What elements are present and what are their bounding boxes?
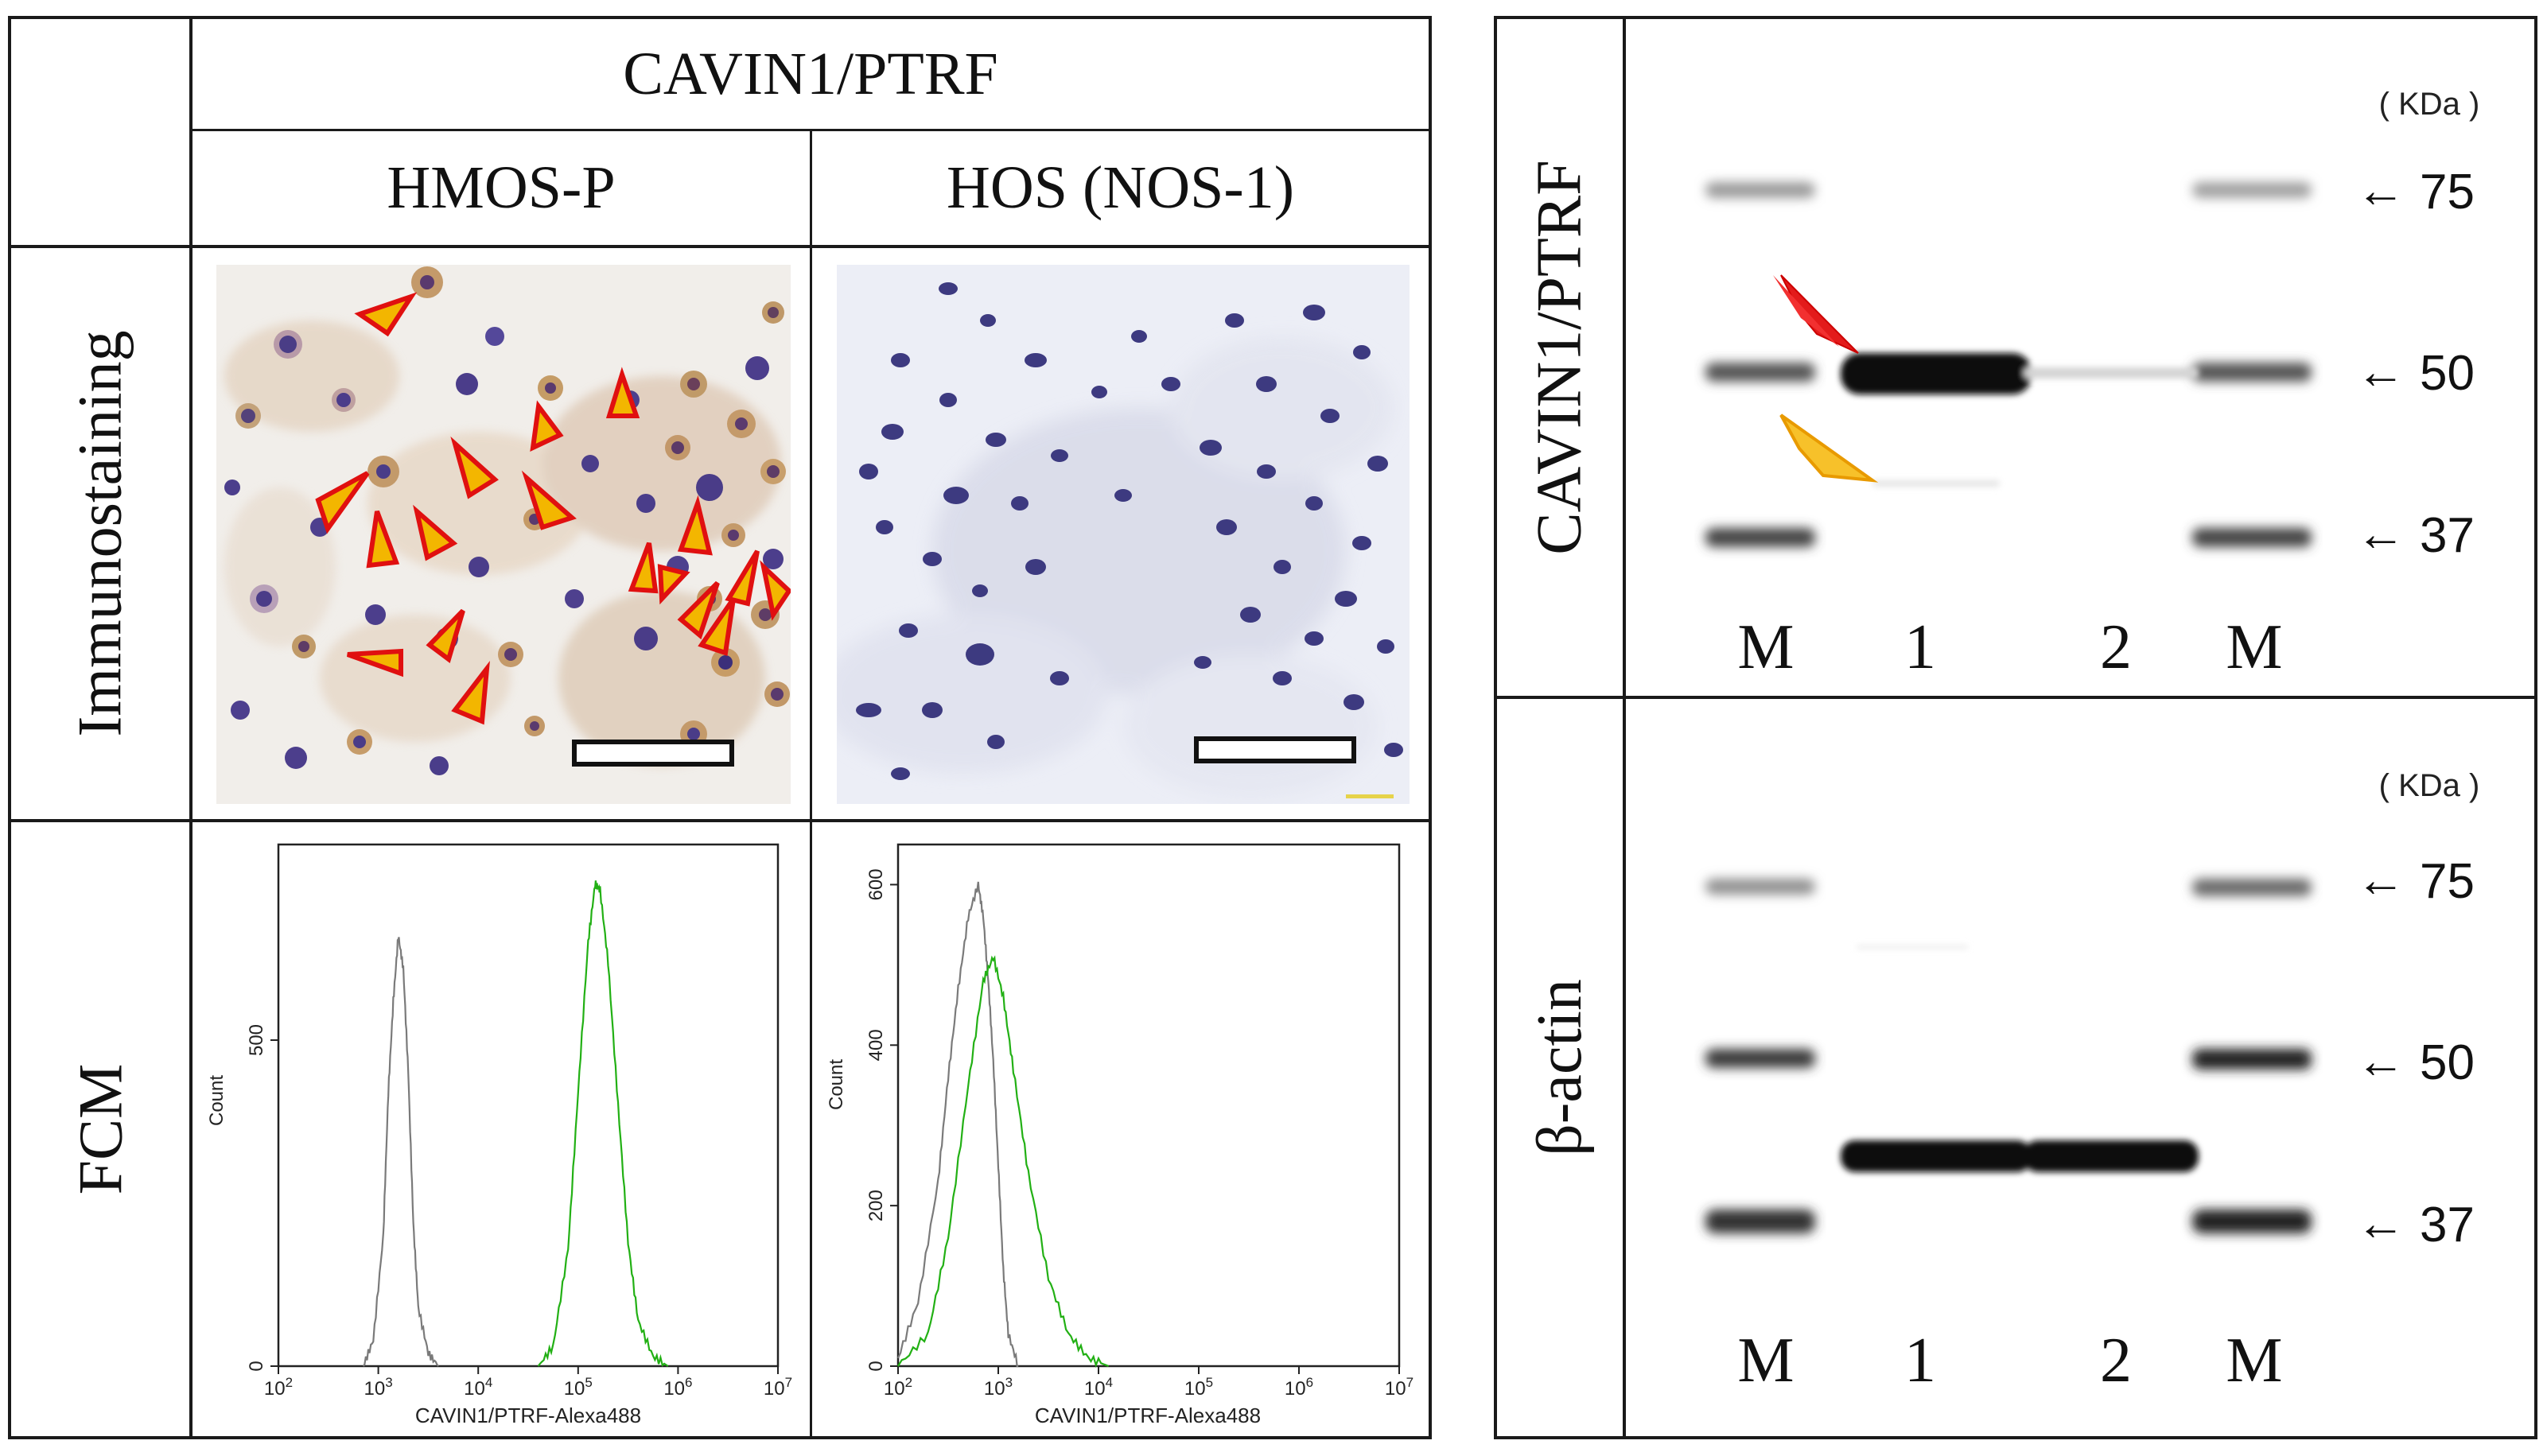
y-axis-label: Count (206, 1075, 227, 1126)
hmos-p-immunostaining-image (216, 265, 791, 804)
plot-frame (277, 843, 780, 1368)
fcm-histogram-hos: 102 103 104 105 106 107 0 200 400 600 Count CAVIN… (826, 843, 1413, 1427)
column-group-title: CAVIN1/PTRF (623, 40, 998, 107)
x-tick-label: 103 (984, 1375, 1013, 1400)
x-tick-label: 104 (1084, 1375, 1113, 1400)
row-label-immunostaining: Immunostaining (65, 330, 134, 737)
lane-m-right: M (2226, 1326, 2282, 1396)
cavin1-band-lane-1 (1841, 353, 2032, 394)
column-header-hos: HOS (NOS-1) (947, 154, 1294, 221)
y-tick-label: 400 (865, 1029, 887, 1061)
marker-37: 37 (2420, 1198, 2475, 1252)
marker-50: 50 (2420, 1035, 2475, 1090)
control-histogram (362, 937, 439, 1367)
marker-75: 75 (2420, 165, 2475, 219)
column-header-hmos-p: HMOS-P (387, 154, 616, 221)
lane-m-right: M (2226, 612, 2282, 682)
marker-bands-lane-4 (2192, 182, 2312, 547)
x-tick-label: 107 (1385, 1375, 1413, 1400)
positive-cell-arrowheads (315, 292, 791, 725)
marker-labels: ← 75 ← 50 ← 37 (2356, 852, 2475, 1252)
scale-bar (1194, 736, 1356, 763)
y-tick-label: 0 (246, 1361, 267, 1371)
beta-actin-band-lane-1 (1841, 1140, 2032, 1172)
lane-2: 2 (2100, 1326, 2132, 1396)
red-arrowhead (1780, 274, 1859, 354)
lane-m-left: M (1737, 612, 1794, 682)
marker-75: 75 (2420, 854, 2475, 909)
row-label-fcm: FCM (64, 1063, 134, 1195)
cavin1-histogram (537, 880, 669, 1367)
lane-labels: M 1 2 M (1737, 612, 2282, 682)
fcm-histogram-hmos-p: 102 103 104 105 106 107 0 500 Count CAVIN1/PTRF… (206, 843, 792, 1427)
lane-1: 1 (1904, 612, 1936, 682)
hematoxylin-nuclei (856, 282, 1403, 780)
lane-m-left: M (1737, 1326, 1794, 1396)
beta-actin-band-lane-2 (2024, 1140, 2199, 1172)
y-axis-label: Count (826, 1059, 847, 1110)
y-tick-label: 600 (865, 868, 887, 900)
svg-text:←: ← (2356, 1034, 2405, 1089)
blot-label-beta-actin: β-actin (1524, 979, 1595, 1156)
y-tick-label: 500 (246, 1024, 267, 1056)
marker-bands-lane-4 (2192, 879, 2312, 1233)
svg-text:←: ← (2356, 1196, 2405, 1251)
yellow-arrowhead (1779, 414, 1879, 483)
kda-unit-label: ( KDa ) (2379, 768, 2480, 803)
marker-bands-lane-1 (1705, 879, 1815, 1233)
marker-bands-lane-1 (1705, 182, 1815, 547)
svg-text:←: ← (2356, 852, 2405, 907)
plot-frame (896, 843, 1401, 1368)
kda-unit-label: ( KDa ) (2379, 87, 2480, 122)
control-histogram (897, 881, 1019, 1368)
marker-labels: ← 75 ← 50 ← 37 (2356, 163, 2475, 563)
lane-2: 2 (2100, 612, 2132, 682)
x-axis-label: CAVIN1/PTRF-Alexa488 (1035, 1404, 1261, 1427)
lane-1: 1 (1904, 1326, 1936, 1396)
svg-text:←: ← (2356, 344, 2405, 399)
marker-50: 50 (2420, 346, 2475, 401)
marker-37: 37 (2420, 508, 2475, 563)
beta-actin-western-blot: ( KDa ) ← 75 ← 50 ← 37 M 1 2 M (1705, 768, 2480, 1396)
svg-text:←: ← (2356, 507, 2405, 561)
svg-text:←: ← (2356, 163, 2405, 218)
cavin1-western-blot: ( KDa ) ← 75 ← 50 ← 37 M 1 2 M (1705, 87, 2480, 682)
cavin1-histogram (897, 955, 1110, 1369)
lane-labels: M 1 2 M (1737, 1326, 2282, 1396)
x-tick-label: 104 (464, 1375, 492, 1400)
x-tick-label: 106 (1285, 1375, 1313, 1400)
x-tick-label: 103 (364, 1375, 393, 1400)
x-tick-label: 105 (564, 1375, 593, 1400)
scale-bar (572, 740, 734, 767)
x-tick-label: 105 (1184, 1375, 1213, 1400)
y-tick-label: 200 (865, 1190, 887, 1221)
x-tick-label: 102 (884, 1375, 912, 1400)
y-tick-label: 0 (865, 1361, 887, 1371)
x-tick-label: 106 (663, 1375, 692, 1400)
blot-label-cavin1: CAVIN1/PTRF (1524, 160, 1595, 555)
hos-immunostaining-image (837, 265, 1410, 804)
x-tick-label: 102 (264, 1375, 293, 1400)
x-tick-label: 107 (764, 1375, 792, 1400)
x-axis-label: CAVIN1/PTRF-Alexa488 (415, 1404, 641, 1427)
